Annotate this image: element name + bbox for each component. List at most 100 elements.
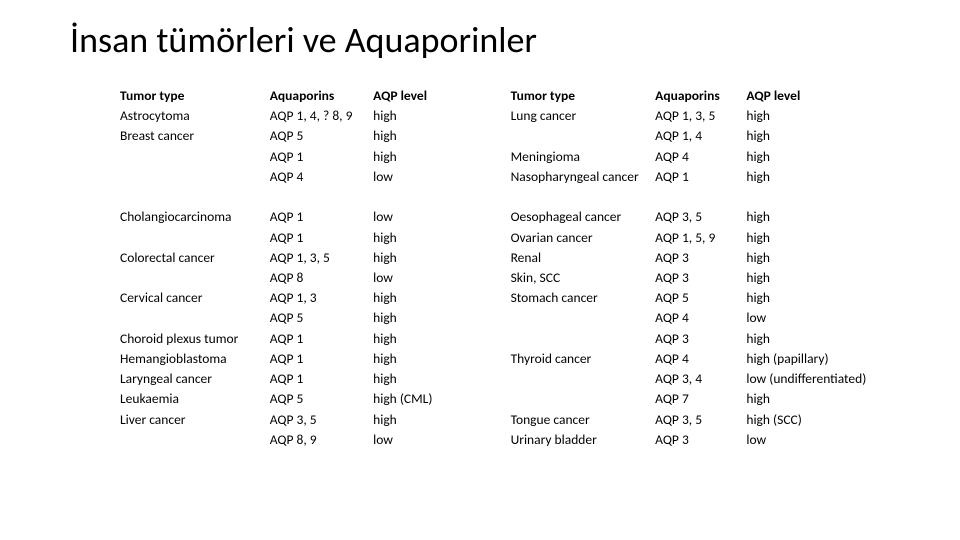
slide: İnsan tümörleri ve Aquaporinler Tumor ty… <box>0 0 960 540</box>
table-cell: high <box>373 288 470 308</box>
table-cell: Lung cancer <box>511 106 656 126</box>
table-cell: high (papillary) <box>746 349 890 369</box>
table-cell: Ovarian cancer <box>511 228 656 248</box>
table-cell: high <box>373 248 470 268</box>
table-cell <box>120 147 270 167</box>
table-cell: AQP 1 <box>655 167 746 187</box>
table-cell: high <box>746 167 890 187</box>
table-cell: high <box>746 248 890 268</box>
table-cell: Cholangiocarcinoma <box>120 207 270 227</box>
table-row: AQP 8, 9low <box>120 430 471 450</box>
table-cell <box>120 268 270 288</box>
table-cell: high <box>746 147 890 167</box>
table-row: Nasopharyngeal cancerAQP 1high <box>511 167 890 187</box>
table-row: AQP 7high <box>511 389 890 409</box>
table-cell: Stomach cancer <box>511 288 656 308</box>
table-cell: AQP 1 <box>270 228 373 248</box>
table-row: Cervical cancerAQP 1, 3high <box>120 288 471 308</box>
table-row: AQP 8low <box>120 268 471 288</box>
table-row: AQP 4low <box>511 308 890 328</box>
table-cell: high <box>373 126 470 146</box>
table-cell: high (CML) <box>373 389 470 409</box>
table-cell: AQP 5 <box>655 288 746 308</box>
table-cell <box>511 126 656 146</box>
table-row: AQP 3high <box>511 329 890 349</box>
table-cell: high <box>373 147 470 167</box>
header-tumor-type: Tumor type <box>120 86 270 106</box>
table-row: Urinary bladderAQP 3low <box>511 430 890 450</box>
table-cell <box>120 308 270 328</box>
table-row: Thyroid cancerAQP 4high (papillary) <box>511 349 890 369</box>
table-header-row: Tumor type Aquaporins AQP level <box>511 86 890 106</box>
table-cell: Skin, SCC <box>511 268 656 288</box>
table-cell: Oesophageal cancer <box>511 207 656 227</box>
table-cell: high <box>373 106 470 126</box>
table-cell: Liver cancer <box>120 410 270 430</box>
table-cell: AQP 3, 4 <box>655 369 746 389</box>
table-cell: AQP 5 <box>270 389 373 409</box>
header-aqp-level: AQP level <box>746 86 890 106</box>
table-cell: low <box>373 430 470 450</box>
table-cell <box>120 187 270 207</box>
table-cell: high <box>746 126 890 146</box>
table-cell: AQP 1 <box>270 369 373 389</box>
table-cell: Hemangioblastoma <box>120 349 270 369</box>
table-cell: AQP 7 <box>655 389 746 409</box>
table-cell: AQP 5 <box>270 126 373 146</box>
table-cell <box>511 389 656 409</box>
table-cell: high <box>746 106 890 126</box>
table-cell: high <box>746 329 890 349</box>
table-row: AQP 4low <box>120 167 471 187</box>
table-cell <box>511 187 656 207</box>
table-cell: Breast cancer <box>120 126 270 146</box>
table-cell: high <box>373 329 470 349</box>
table-cell: high (SCC) <box>746 410 890 430</box>
table-cell: Leukaemia <box>120 389 270 409</box>
table-cell: high <box>373 410 470 430</box>
table-row <box>511 187 890 207</box>
table-row: Choroid plexus tumorAQP 1high <box>120 329 471 349</box>
table-cell: high <box>746 268 890 288</box>
table-cell: AQP 3 <box>655 268 746 288</box>
table-row: Laryngeal cancerAQP 1high <box>120 369 471 389</box>
table-row: LeukaemiaAQP 5high (CML) <box>120 389 471 409</box>
table-cell: high <box>373 369 470 389</box>
table-row: Tongue cancerAQP 3, 5high (SCC) <box>511 410 890 430</box>
table-row <box>120 187 471 207</box>
table-row: AQP 5high <box>120 308 471 328</box>
table-cell: AQP 1, 4 <box>655 126 746 146</box>
table-row: Lung cancerAQP 1, 3, 5high <box>511 106 890 126</box>
table-cell: Urinary bladder <box>511 430 656 450</box>
table-row: MeningiomaAQP 4high <box>511 147 890 167</box>
table-cell: Thyroid cancer <box>511 349 656 369</box>
table-row: Oesophageal cancerAQP 3, 5high <box>511 207 890 227</box>
table-cell: AQP 3 <box>655 329 746 349</box>
table-cell <box>120 430 270 450</box>
table-cell: AQP 8 <box>270 268 373 288</box>
header-aquaporins: Aquaporins <box>270 86 373 106</box>
table-cell <box>746 187 890 207</box>
table-cell: high <box>373 349 470 369</box>
table-row: Liver cancerAQP 3, 5high <box>120 410 471 430</box>
table-cell: AQP 3 <box>655 248 746 268</box>
table-cell: Colorectal cancer <box>120 248 270 268</box>
table-cell: AQP 4 <box>655 308 746 328</box>
table-cell: AQP 1 <box>270 147 373 167</box>
slide-title: İnsan tümörleri ve Aquaporinler <box>70 18 890 62</box>
table-cell: Nasopharyngeal cancer <box>511 167 656 187</box>
right-table: Tumor type Aquaporins AQP level Lung can… <box>511 86 890 450</box>
table-row: Breast cancerAQP 5high <box>120 126 471 146</box>
table-cell: Laryngeal cancer <box>120 369 270 389</box>
table-cell <box>511 369 656 389</box>
table-cell: AQP 1, 3, 5 <box>270 248 373 268</box>
table-cell: low <box>373 207 470 227</box>
table-cell: low <box>373 268 470 288</box>
table-row: AstrocytomaAQP 1, 4, ? 8, 9high <box>120 106 471 126</box>
table-cell: low <box>746 308 890 328</box>
table-row: Stomach cancerAQP 5high <box>511 288 890 308</box>
table-row: AQP 1high <box>120 228 471 248</box>
table-cell <box>511 308 656 328</box>
table-cell <box>120 167 270 187</box>
table-cell <box>655 187 746 207</box>
table-cell: Choroid plexus tumor <box>120 329 270 349</box>
